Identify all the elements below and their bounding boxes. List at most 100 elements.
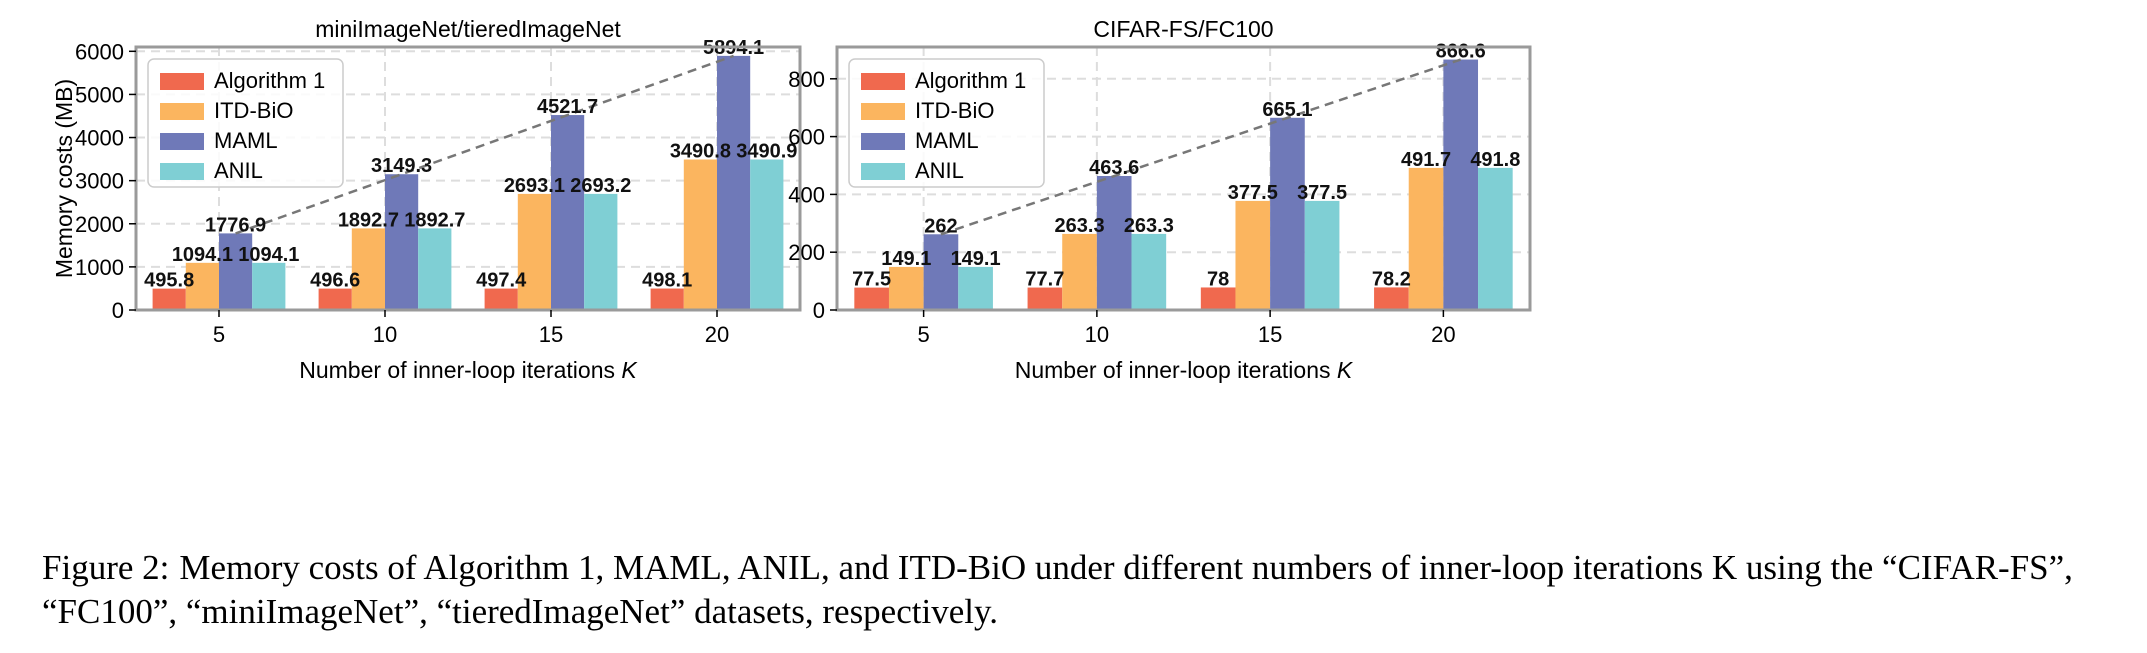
chart1-data-label: 3149.3 xyxy=(371,155,432,177)
chart1-legend-label: MAML xyxy=(214,128,278,153)
chart2-data-label: 263.3 xyxy=(1055,215,1105,237)
chart2-bar xyxy=(1374,287,1409,310)
chart2-legend-label: MAML xyxy=(915,128,979,153)
chart2-x-tick-label: 5 xyxy=(918,322,930,347)
chart2-y-tick-label: 600 xyxy=(788,125,825,150)
chart2-legend-swatch xyxy=(861,163,905,180)
chart2-y-tick-label: 0 xyxy=(813,298,825,323)
chart2-legend-label: ANIL xyxy=(915,158,964,183)
chart1-data-label: 3490.9 xyxy=(736,140,797,162)
chart1-bar xyxy=(252,262,286,310)
chart1-bar xyxy=(418,228,452,310)
chart1-bar xyxy=(219,233,253,310)
chart2-x-tick-label: 15 xyxy=(1258,322,1282,347)
chart1-data-label: 3490.8 xyxy=(670,140,731,162)
chart1-data-label: 2693.2 xyxy=(570,175,631,197)
chart2-x-tick-label: 20 xyxy=(1431,322,1455,347)
chart1-y-tick-label: 0 xyxy=(112,298,124,323)
chart1-bar xyxy=(551,115,585,310)
chart1-data-label: 4521.7 xyxy=(537,96,598,118)
chart1-x-axis-label: Number of inner-loop iterations K xyxy=(299,357,638,383)
chart1-legend-swatch xyxy=(160,133,204,150)
chart1-bar xyxy=(650,288,684,310)
chart-panel-1: 495.8 496.6 497.4 498.1 1094.1 1892.7 2693.1 34… xyxy=(51,16,802,383)
chart1-data-label: 496.6 xyxy=(310,270,360,292)
chart1-data-label: 1094.1 xyxy=(172,244,233,266)
chart1-x-tick-label: 15 xyxy=(539,322,563,347)
chart2-bar xyxy=(1304,200,1340,310)
chart2-data-label: 78 xyxy=(1207,268,1229,290)
chart2-bar xyxy=(1062,233,1097,310)
chart2-x-tick-label: 10 xyxy=(1085,322,1109,347)
chart2-x-axis-label-var: K xyxy=(1337,357,1354,383)
chart2-y-tick-label: 400 xyxy=(788,182,825,207)
chart2-legend xyxy=(848,58,1045,188)
chart2-bar xyxy=(1235,200,1271,310)
chart1-legend-swatch xyxy=(160,163,204,180)
chart2-bar xyxy=(854,287,889,310)
chart1-y-axis-label: Memory costs (MB) xyxy=(51,79,77,278)
chart2-legend-swatch xyxy=(861,103,905,120)
chart1-bar xyxy=(351,228,385,310)
chart2-bar xyxy=(1270,117,1305,310)
chart2-data-label: 377.5 xyxy=(1297,182,1347,204)
chart1-x-tick-label: 20 xyxy=(705,322,729,347)
chart2-trend-line xyxy=(940,58,1462,236)
chart2-data-label: 491.7 xyxy=(1401,149,1451,171)
chart1-y-tick-label: 3000 xyxy=(75,169,124,194)
chart1-data-label: 1776.9 xyxy=(205,214,266,236)
chart2-x-axis-label-text: Number of inner-loop iterations xyxy=(1015,357,1337,383)
chart2-bar xyxy=(1131,233,1167,310)
chart2-legend-label: Algorithm 1 xyxy=(915,68,1026,93)
chart2-legend-label: ITD-BiO xyxy=(915,98,994,123)
chart2-bar xyxy=(1443,59,1479,310)
chart1-x-axis-label-text: Number of inner-loop iterations xyxy=(299,357,621,383)
chart2-data-label: 262 xyxy=(924,215,957,237)
chart1-legend-label: Algorithm 1 xyxy=(214,68,325,93)
chart1-data-label: 2693.1 xyxy=(504,175,565,197)
chart2-data-label: 77.5 xyxy=(852,269,891,291)
figure-caption: Figure 2: Memory costs of Algorithm 1, MA… xyxy=(42,546,2132,634)
chart1-bar xyxy=(750,159,784,310)
chart2-bar xyxy=(958,266,993,310)
chart1-x-axis-label-var: K xyxy=(621,357,638,383)
chart2-data-label: 263.3 xyxy=(1124,215,1174,237)
chart1-data-label: 498.1 xyxy=(642,270,692,292)
chart1-trend-line xyxy=(235,54,735,235)
chart2-y-tick-label: 800 xyxy=(788,67,825,92)
chart1-y-tick-label: 5000 xyxy=(75,82,124,107)
chart2-bar xyxy=(888,266,924,310)
chart1-data-label: 495.8 xyxy=(144,270,194,292)
chart1-x-tick-label: 5 xyxy=(213,322,225,347)
chart1-bar xyxy=(683,159,717,310)
chart2-data-label: 78.2 xyxy=(1372,268,1411,290)
chart2-plot-frame xyxy=(835,45,1532,312)
chart1-data-label: 1892.7 xyxy=(404,209,465,231)
chart2-bar xyxy=(1027,287,1063,310)
chart1-y-tick-label: 4000 xyxy=(75,126,124,151)
chart2-title: CIFAR-FS/FC100 xyxy=(1093,16,1273,42)
chart1-bar xyxy=(584,193,618,310)
figure-charts: 495.8 496.6 497.4 498.1 1094.1 1892.7 2693.1 34… xyxy=(51,16,1532,383)
chart2-x-axis-label: Number of inner-loop iterations K xyxy=(1015,357,1354,383)
chart1-legend-swatch xyxy=(160,103,204,120)
chart1-legend-swatch xyxy=(160,73,204,90)
chart1-bar xyxy=(185,262,219,310)
chart2-data-label: 463.6 xyxy=(1089,157,1139,179)
chart1-bar xyxy=(717,55,751,311)
chart1-data-label: 1892.7 xyxy=(338,209,399,231)
caption-label: Figure 2: xyxy=(42,548,170,587)
chart1-data-label: 1094.1 xyxy=(238,244,299,266)
chart2-data-label: 491.8 xyxy=(1470,149,1520,171)
chart2-legend-swatch xyxy=(861,73,905,90)
chart2-bar xyxy=(1200,287,1236,310)
chart2-legend-swatch xyxy=(861,133,905,150)
chart2-bar xyxy=(1408,167,1444,310)
chart1-y-tick-label: 2000 xyxy=(75,212,124,237)
chart2-data-label: 149.1 xyxy=(951,248,1001,270)
chart2-bar xyxy=(1478,167,1513,310)
chart1-data-label: 497.4 xyxy=(476,270,527,292)
chart1-bar xyxy=(517,193,551,310)
chart1-bar xyxy=(152,288,186,310)
chart2-data-label: 77.7 xyxy=(1025,269,1064,291)
